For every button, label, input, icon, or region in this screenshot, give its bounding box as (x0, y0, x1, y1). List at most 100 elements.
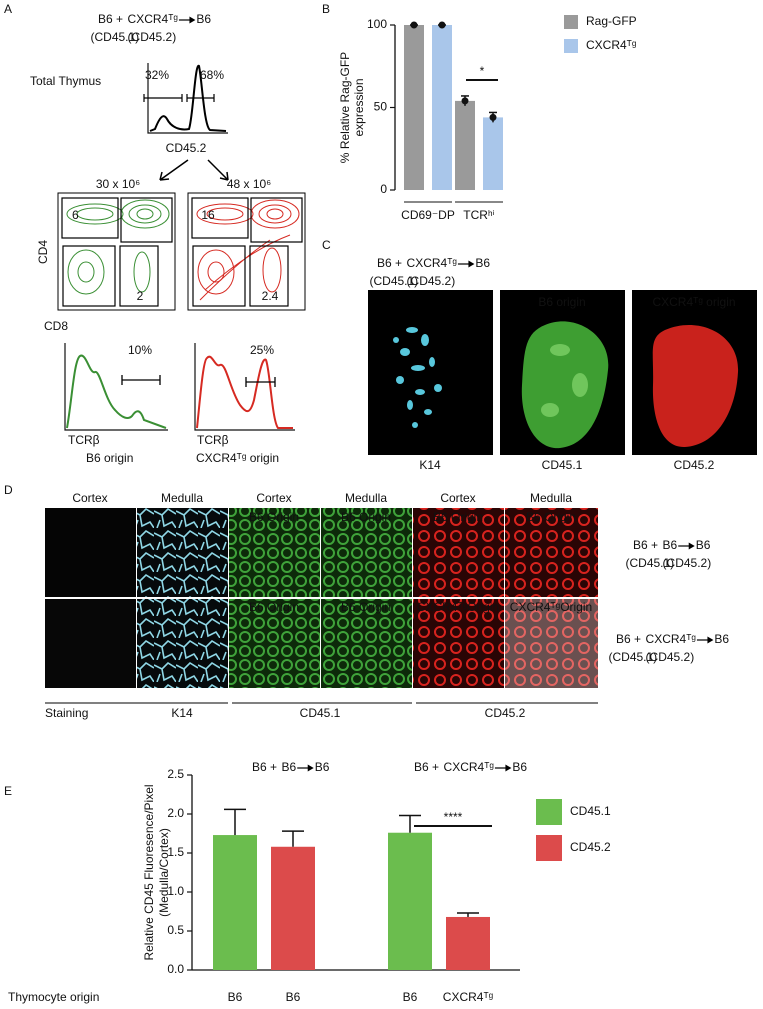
cell-count: 48 x 10⁶ (227, 177, 271, 191)
cross-arrowhead (505, 764, 512, 772)
panel-tile (413, 599, 504, 688)
bar (213, 835, 257, 970)
y-tick-label: 0 (380, 182, 387, 196)
tile-label: B6 Origin (249, 510, 299, 524)
shape (421, 334, 429, 346)
stain-label: K14 (419, 458, 441, 472)
cross-arrowhead (189, 16, 196, 24)
cross-recipient: B6 (196, 12, 211, 26)
tile-label: CXCR4ᵀᵍOrigin (510, 600, 592, 614)
marker-host: (CD45.1) (626, 556, 675, 570)
panel-tile (137, 599, 228, 688)
panel-tile (229, 599, 320, 688)
column-header: Medulla (345, 491, 387, 505)
cross-host: B6 + (377, 256, 402, 270)
column-header: Cortex (256, 491, 291, 505)
cross-recipient: B6 (714, 632, 729, 646)
y-tick-label: 1.0 (167, 884, 184, 898)
contour-frame (57, 192, 176, 311)
x-tick-label: TCRʰⁱ (463, 208, 494, 222)
quadrant-value: 6 (72, 208, 79, 222)
green-blob (521, 321, 609, 449)
gate-percent: 25% (250, 343, 274, 357)
gate-percent: 10% (128, 343, 152, 357)
bar (483, 117, 503, 190)
arrows (159, 159, 229, 181)
mean-marker (410, 21, 418, 29)
legend-label: Rag-GFP (586, 14, 637, 28)
shape (572, 373, 588, 397)
shape (393, 337, 399, 343)
x-tick-label: CD69⁻DP (401, 208, 455, 222)
tile-label: B6 Origin (526, 510, 576, 524)
shape (415, 389, 425, 395)
shape (396, 376, 404, 384)
row-label: Staining (45, 706, 88, 720)
panel-tile (191, 197, 249, 239)
cross-recipient: B6 (315, 760, 330, 774)
cross-recipient: B6 (512, 760, 527, 774)
axis-label: CD45.2 (166, 141, 207, 155)
column-header: Cortex (72, 491, 107, 505)
histogram-trace (66, 354, 167, 429)
legend-swatch (536, 835, 562, 861)
marker-donor: (CD45.2) (646, 650, 695, 664)
y-tick-label: 2.0 (167, 806, 184, 820)
shape (67, 249, 105, 295)
panel-tile (45, 599, 136, 688)
shape (400, 348, 410, 356)
y-tick-label: 2.5 (167, 767, 184, 781)
axis-label: TCRβ (68, 433, 100, 447)
legend-label: CD45.1 (570, 804, 611, 818)
axis-label: CD4 (36, 240, 50, 264)
cross-host: B6 + (98, 12, 123, 26)
cross-donor: B6 (663, 538, 678, 552)
shape (196, 203, 254, 225)
y-tick-label: 0.0 (167, 962, 184, 976)
bar (455, 100, 475, 190)
histogram-axes (147, 63, 228, 134)
significance-label: **** (444, 810, 463, 824)
shape (550, 344, 570, 356)
stain-label: CD45.2 (485, 706, 526, 720)
shape (266, 208, 284, 220)
shape (66, 203, 124, 225)
cross-host: B6 + (633, 538, 658, 552)
red-blob (652, 324, 739, 448)
quadrant-value: 16 (201, 208, 215, 222)
x-tick-label: B6 (403, 990, 418, 1004)
panel-tile (249, 245, 289, 307)
shape (434, 384, 442, 392)
bar (446, 916, 490, 970)
shape (406, 327, 418, 333)
cell-count: 30 x 10⁶ (96, 177, 140, 191)
x-axis-label: Thymocyte origin (8, 990, 99, 1004)
gate-bracket (143, 94, 215, 102)
origin-label: B6 origin (86, 451, 133, 465)
tile-label: B6 Origin (341, 510, 391, 524)
mean-marker (438, 21, 446, 29)
y-tick-label: 100 (367, 17, 387, 31)
k14-specks (393, 327, 442, 428)
panel-label: C (322, 238, 331, 252)
cross-arrowhead (688, 542, 695, 550)
tile-label: B6 Origin (433, 510, 483, 524)
mean-marker (489, 113, 497, 121)
gate-label: Total Thymus (30, 74, 101, 88)
tile-label: B6 Origin (341, 600, 391, 614)
gate-percent: 68% (200, 68, 224, 82)
cross-arrowhead (468, 260, 475, 268)
cross-donor: CXCR4ᵀᵍ (646, 632, 697, 646)
shape (541, 403, 559, 417)
contour-frame (187, 192, 306, 311)
panel-tile (137, 508, 228, 597)
image-k14 (368, 290, 493, 455)
cross-host: B6 + (414, 760, 439, 774)
shape (199, 234, 291, 301)
panel-c-images (368, 290, 757, 455)
panel-label: A (4, 2, 12, 16)
panel-tile (120, 197, 173, 243)
cross-donor: CXCR4ᵀᵍ (128, 12, 179, 26)
shape (128, 204, 162, 224)
